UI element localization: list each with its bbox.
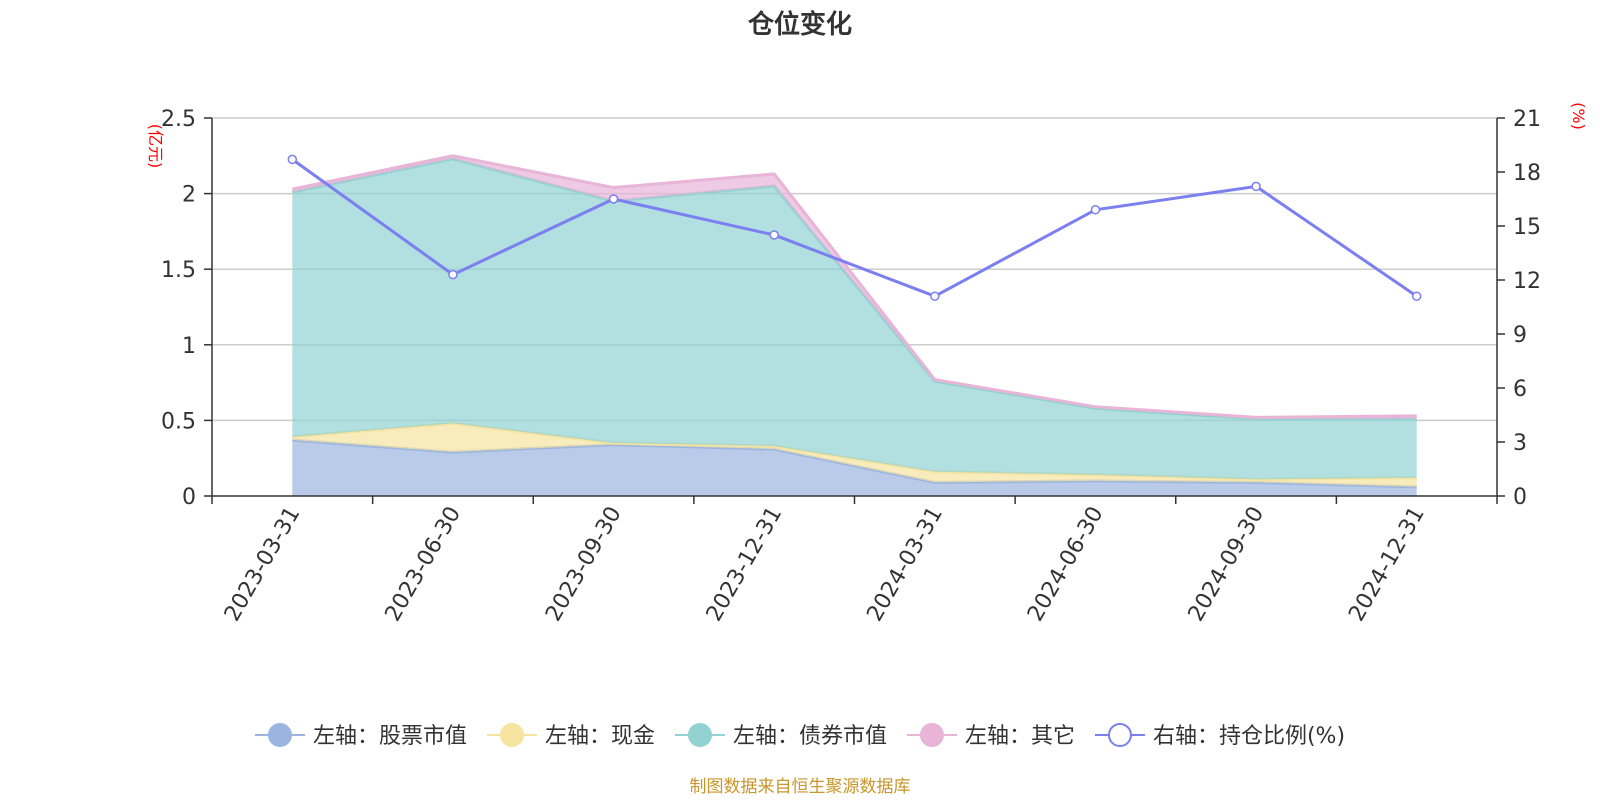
left-tick-label: 2.5: [161, 107, 196, 132]
right-tick-label: 18: [1513, 161, 1541, 186]
legend-label: 左轴：其它: [965, 724, 1075, 749]
x-tick-label: 2023-06-30: [381, 503, 467, 626]
legend-item-1[interactable]: 左轴：股票市值: [254, 723, 467, 749]
right-tick-label: 12: [1513, 269, 1541, 294]
x-tick-label: 2023-09-30: [541, 503, 627, 626]
right-axis-unit: (%): [1569, 102, 1588, 130]
legend-item-3[interactable]: 左轴：债券市值: [674, 723, 887, 749]
right-tick-label: 15: [1513, 215, 1541, 240]
left-axis-unit: (亿元): [146, 124, 165, 169]
legend-item-5[interactable]: 右轴：持仓比例(%): [1094, 723, 1345, 749]
legend-label: 左轴：债券市值: [733, 724, 887, 749]
position-ratio-line: [287, 154, 1422, 301]
legend-label: 右轴：持仓比例(%): [1153, 724, 1345, 749]
left-tick-label: 2: [182, 183, 196, 208]
right-tick-label: 0: [1513, 485, 1527, 510]
position-ratio-point: [769, 230, 779, 240]
x-tick-label: 2024-09-30: [1184, 503, 1270, 626]
x-tick-label: 2023-03-31: [220, 503, 306, 626]
chart-title: 仓位变化: [747, 9, 852, 40]
legend-marker-icon: [919, 723, 944, 747]
position-ratio-point: [608, 194, 619, 204]
x-tick-label: 2024-06-30: [1023, 503, 1109, 626]
area-series-4-edge: [292, 154, 1417, 419]
right-tick-label: 9: [1513, 323, 1527, 348]
position-ratio-point: [287, 154, 298, 165]
data-source-note: 制图数据来自恒生聚源数据库: [690, 777, 911, 797]
legend-marker-icon: [1107, 723, 1132, 747]
position-ratio-point: [448, 269, 458, 280]
left-tick-label: 0.5: [161, 409, 196, 434]
x-tick-label: 2024-03-31: [862, 503, 948, 626]
x-tick-label: 2023-12-31: [702, 503, 788, 626]
x-tick-label: 2024-12-31: [1344, 503, 1430, 626]
left-tick-label: 1: [182, 334, 196, 359]
legend-marker-icon: [687, 723, 712, 747]
position-ratio-point: [930, 291, 940, 301]
legend-label: 左轴：股票市值: [313, 724, 467, 749]
legend-marker-icon: [267, 723, 292, 747]
legend-item-4[interactable]: 左轴：其它: [906, 723, 1075, 749]
stacked-areas: [292, 154, 1417, 496]
position-ratio-point: [1251, 181, 1261, 192]
legend-marker-icon: [499, 723, 524, 747]
right-tick-label: 3: [1513, 431, 1527, 456]
right-tick-label: 21: [1513, 107, 1541, 132]
left-tick-label: 0: [182, 485, 196, 510]
legend-label: 左轴：现金: [545, 724, 655, 749]
legend: 左轴：股票市值 左轴：现金 左轴：债券市值 左轴：其它 右轴：持仓比例(%): [254, 723, 1345, 749]
area-series-3: [292, 158, 1417, 480]
legend-item-2[interactable]: 左轴：现金: [486, 723, 655, 749]
left-tick-label: 1.5: [161, 258, 196, 283]
position-ratio-point: [1090, 205, 1101, 215]
right-tick-label: 6: [1513, 377, 1527, 402]
position-ratio-polyline: [291, 158, 1418, 298]
position-ratio-point: [1411, 291, 1422, 301]
